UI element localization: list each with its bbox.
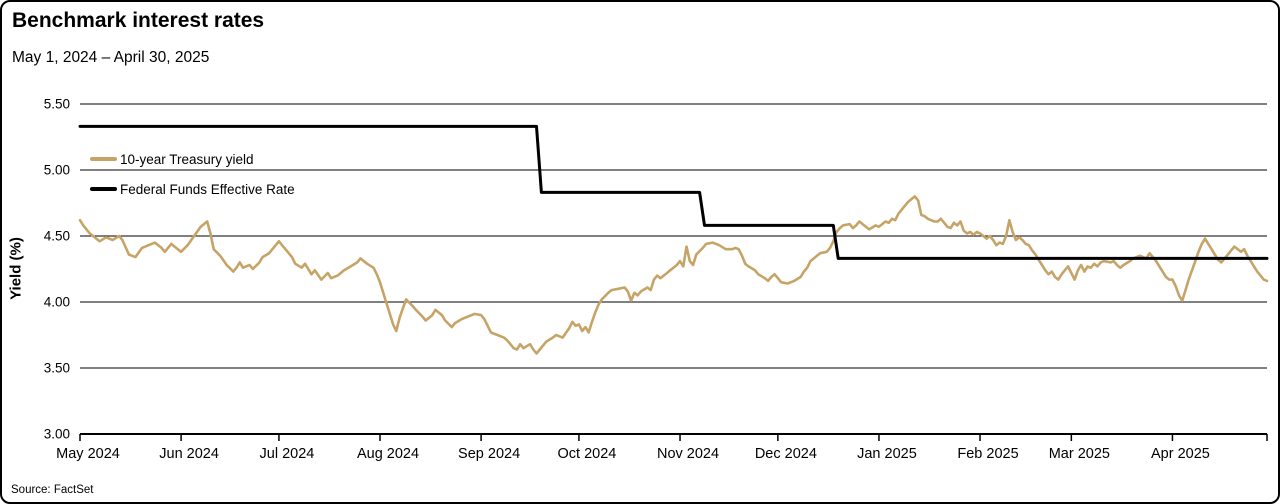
fed-funds-rate-line bbox=[78, 124, 1269, 260]
treasury-yield-line bbox=[78, 195, 1269, 355]
chart-title: Benchmark interest rates bbox=[12, 9, 265, 32]
source-note: Source: FactSet bbox=[11, 484, 94, 496]
legend-item-treasury: 10-year Treasury yield bbox=[90, 144, 295, 174]
legend-label-treasury: 10-year Treasury yield bbox=[120, 151, 254, 167]
x-tick-label: Sep 2024 bbox=[458, 446, 520, 462]
treasury-line-swatch bbox=[90, 157, 117, 161]
x-tick-label: Jul 2024 bbox=[260, 446, 315, 462]
fed-funds-line-swatch bbox=[90, 187, 117, 191]
x-tick-label: Aug 2024 bbox=[357, 446, 419, 462]
y-tick-label: 3.00 bbox=[44, 427, 70, 442]
x-tick-label: Dec 2024 bbox=[755, 446, 817, 462]
x-tick-label: Apr 2025 bbox=[1151, 446, 1210, 462]
x-tick-label: Oct 2024 bbox=[558, 446, 617, 462]
y-tick-label: 4.50 bbox=[44, 229, 70, 244]
x-tick-label: Nov 2024 bbox=[657, 446, 719, 462]
chart-subtitle: May 1, 2024 – April 30, 2025 bbox=[12, 49, 210, 66]
x-tick-label: Mar 2025 bbox=[1049, 446, 1110, 462]
legend: 10-year Treasury yield Federal Funds Eff… bbox=[90, 144, 295, 204]
x-tick-label: Feb 2025 bbox=[957, 446, 1018, 462]
x-tick-label: Jan 2025 bbox=[857, 446, 917, 462]
legend-label-fed-funds: Federal Funds Effective Rate bbox=[120, 181, 295, 197]
y-tick-label: 4.00 bbox=[44, 295, 70, 310]
legend-item-fed-funds: Federal Funds Effective Rate bbox=[90, 174, 295, 204]
y-tick-label: 3.50 bbox=[44, 361, 70, 376]
x-tick-label: Jun 2024 bbox=[159, 446, 219, 462]
y-tick-label: 5.50 bbox=[44, 97, 70, 112]
x-tick-label: May 2024 bbox=[56, 446, 120, 462]
y-tick-label: 5.00 bbox=[44, 163, 70, 178]
